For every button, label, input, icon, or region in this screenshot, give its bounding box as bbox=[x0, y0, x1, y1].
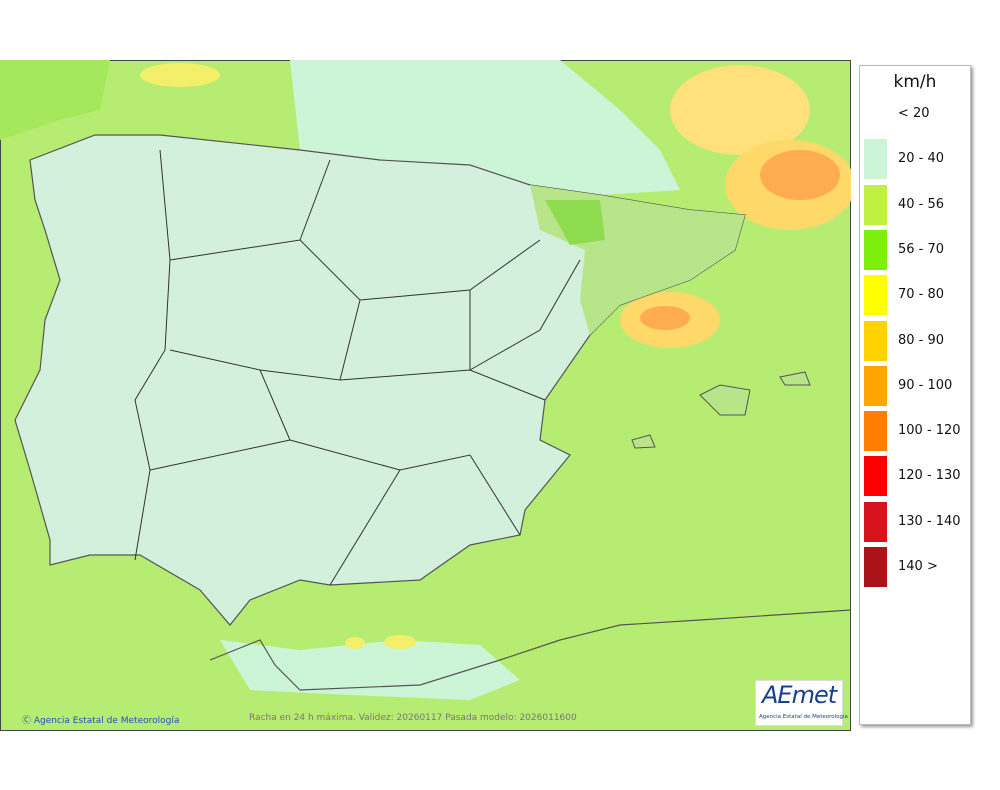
legend-swatch bbox=[864, 411, 887, 452]
africa-coast bbox=[209, 609, 851, 691]
legend-swatch bbox=[864, 275, 887, 316]
legend-swatch bbox=[864, 456, 887, 497]
legend-item: 70 - 80 bbox=[864, 275, 968, 316]
copyright: Ⓒ Agencia Estatal de Meteorología bbox=[22, 716, 180, 726]
legend-item: 40 - 56 bbox=[864, 184, 968, 225]
gust-area bbox=[384, 635, 416, 649]
gust-area bbox=[140, 63, 220, 87]
gust-area bbox=[345, 637, 365, 649]
legend-title: km/h bbox=[893, 72, 937, 92]
gust-area bbox=[640, 306, 690, 330]
legend-label: 20 - 40 bbox=[898, 151, 945, 167]
gust-area bbox=[670, 65, 810, 155]
legend-item: 56 - 70 bbox=[864, 229, 968, 270]
island bbox=[631, 434, 656, 449]
legend-swatch bbox=[864, 547, 887, 587]
gust-area bbox=[545, 200, 605, 245]
gust-area bbox=[760, 150, 840, 200]
legend: km/h < 20 20 - 40 40 - 56 56 - 70 70 - 80 80 … bbox=[859, 65, 971, 725]
legend-label: 100 - 120 bbox=[898, 423, 961, 439]
sea-zone bbox=[0, 60, 110, 140]
legend-item: 90 - 100 bbox=[864, 365, 968, 406]
legend-label: 140 > bbox=[898, 559, 938, 574]
legend-item: 80 - 90 bbox=[864, 320, 968, 361]
legend-label: 90 - 100 bbox=[898, 377, 953, 393]
sea-zone bbox=[290, 60, 680, 195]
island bbox=[699, 384, 751, 416]
island bbox=[779, 371, 811, 386]
wind-gust-map bbox=[0, 60, 851, 731]
legend-item: 20 - 40 bbox=[864, 139, 968, 180]
legend-swatch bbox=[864, 94, 887, 134]
legend-item: 100 - 120 bbox=[864, 411, 968, 452]
legend-item: 120 - 130 bbox=[864, 456, 968, 497]
legend-label: < 20 bbox=[898, 106, 930, 121]
legend-swatch bbox=[864, 139, 887, 180]
legend-label: 70 - 80 bbox=[898, 287, 945, 303]
logo-subtitle: Agencia Estatal de Meteorología bbox=[759, 714, 848, 720]
legend-item: 130 - 140 bbox=[864, 501, 968, 542]
legend-label: 80 - 90 bbox=[898, 332, 945, 348]
legend-swatch bbox=[864, 320, 887, 361]
legend-swatch bbox=[864, 184, 887, 225]
legend-swatch bbox=[864, 365, 887, 406]
region-borders bbox=[134, 149, 581, 586]
legend-label: 120 - 130 bbox=[898, 468, 961, 484]
caption: Racha en 24 h máxima. Validez: 20260117 … bbox=[249, 713, 577, 723]
legend-swatch bbox=[864, 501, 887, 542]
legend-item: < 20 bbox=[864, 94, 968, 134]
legend-swatch bbox=[864, 229, 887, 270]
legend-label: 56 - 70 bbox=[898, 241, 945, 257]
legend-label: 40 - 56 bbox=[898, 196, 945, 212]
legend-item: 140 > bbox=[864, 547, 968, 587]
logo-name: AEmet bbox=[762, 681, 837, 709]
legend-label: 130 - 140 bbox=[898, 513, 961, 529]
logo: AEmet Agencia Estatal de Meteorología bbox=[755, 680, 848, 726]
